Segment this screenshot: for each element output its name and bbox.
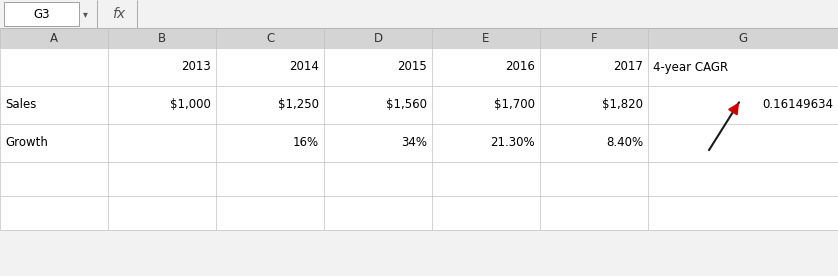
Text: 0.16149634: 0.16149634 (762, 99, 833, 112)
Bar (0, 196, 838, 230)
Bar (0, 28, 838, 48)
Text: E: E (483, 31, 489, 44)
Text: F: F (591, 31, 597, 44)
Text: $1,700: $1,700 (494, 99, 535, 112)
Text: fx: fx (112, 7, 126, 21)
Bar (0, 0, 838, 28)
Bar (0, 48, 838, 86)
Bar (0, 124, 838, 162)
Text: 16%: 16% (292, 137, 319, 150)
Text: $1,250: $1,250 (278, 99, 319, 112)
Text: 2015: 2015 (397, 60, 427, 73)
Text: 2016: 2016 (505, 60, 535, 73)
Text: 4-year CAGR: 4-year CAGR (653, 60, 728, 73)
Text: 2013: 2013 (181, 60, 211, 73)
Text: 2017: 2017 (613, 60, 643, 73)
Text: D: D (374, 31, 383, 44)
Text: A: A (50, 31, 58, 44)
Text: 8.40%: 8.40% (606, 137, 643, 150)
Bar (0, 162, 838, 196)
Text: $1,820: $1,820 (602, 99, 643, 112)
Text: C: C (266, 31, 274, 44)
Text: B: B (158, 31, 166, 44)
Text: G: G (738, 31, 747, 44)
Text: ▾: ▾ (83, 9, 88, 19)
Bar (4, 2, 79, 26)
Text: $1,560: $1,560 (386, 99, 427, 112)
Text: Growth: Growth (5, 137, 48, 150)
Text: 21.30%: 21.30% (490, 137, 535, 150)
Text: G3: G3 (34, 7, 49, 20)
Text: 34%: 34% (401, 137, 427, 150)
Text: $1,000: $1,000 (170, 99, 211, 112)
Bar (0, 86, 838, 124)
Text: Sales: Sales (5, 99, 36, 112)
Text: 2014: 2014 (289, 60, 319, 73)
